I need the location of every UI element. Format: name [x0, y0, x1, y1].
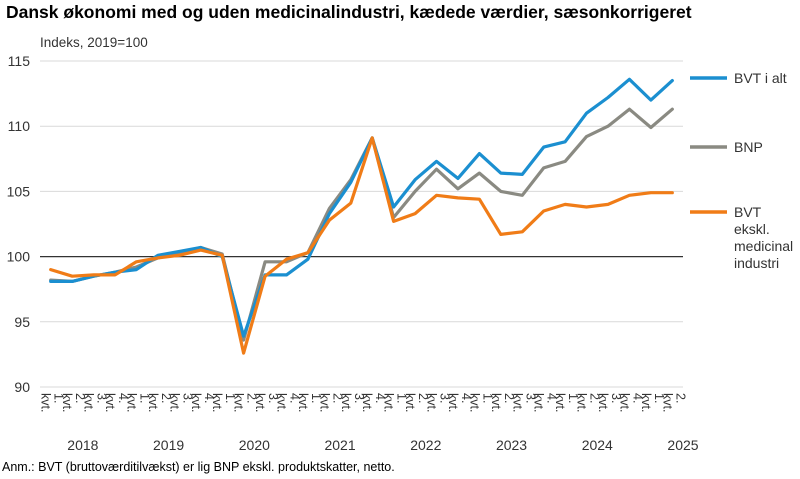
x-tick-label: kvt. — [617, 393, 631, 412]
legend-label-bvt_ex_pharma: ekskl. — [734, 221, 770, 237]
x-tick-label: 4. — [545, 393, 559, 403]
x-tick-label: kvt. — [232, 393, 246, 412]
x-tick-label: kvt. — [189, 393, 203, 412]
y-tick-label: 95 — [14, 314, 30, 330]
x-tick-label: kvt. — [146, 393, 160, 412]
x-tick-label: 1. — [480, 393, 494, 403]
x-tick-label: 4. — [459, 393, 473, 403]
x-tick-label: kvt. — [639, 393, 653, 412]
y-tick-label: 90 — [14, 379, 30, 395]
y-tick-label: 115 — [8, 53, 31, 69]
series-line-bvt_ex_pharma — [49, 136, 674, 355]
x-tick-label: kvt. — [60, 393, 74, 412]
x-year-label: 2025 — [667, 437, 698, 453]
x-year-label: 2019 — [153, 437, 184, 453]
legend-label-bvt_ex_pharma: medicinal — [734, 238, 793, 254]
x-tick-label: kvt. — [446, 393, 460, 412]
x-tick-label: kvt. — [532, 393, 546, 412]
y-tick-label: 100 — [7, 249, 31, 265]
x-tick-label: kvt. — [467, 393, 481, 412]
x-tick-label: kvt. — [425, 393, 439, 412]
x-year-label: 2022 — [410, 437, 441, 453]
x-axis: 1.kvt. 2.kvt. 3.kvt. 4.kvt. 1.kvt. 2.kvt. 3.kv… — [39, 393, 699, 453]
chart-title: Dansk økonomi med og uden medicinalindus… — [6, 2, 692, 22]
legend-label-bvt_ex_pharma: BVT — [734, 204, 762, 220]
x-tick-label: 3. — [180, 393, 194, 403]
x-tick-label: 4. — [373, 393, 387, 403]
y-axis-unit-label: Indeks, 2019=100 — [40, 35, 148, 50]
y-tick-label: 110 — [8, 118, 31, 134]
x-tick-label: kvt. — [253, 393, 267, 412]
x-year-label: 2021 — [324, 437, 355, 453]
x-year-label: 2023 — [496, 437, 527, 453]
x-tick-label: kvt. — [124, 393, 138, 412]
legend-label-bnp: BNP — [734, 139, 763, 155]
x-tick-label: 1. — [309, 393, 323, 403]
x-tick-label: 2. — [245, 393, 259, 403]
x-tick-label: kvt. — [103, 393, 117, 412]
x-tick-label: kvt. — [575, 393, 589, 412]
x-tick-label: 4. — [630, 393, 644, 403]
x-tick-label: kvt. — [382, 393, 396, 412]
x-tick-label: 4. — [116, 393, 130, 403]
y-axis: 90 95 100 105 110 115 — [7, 53, 31, 395]
x-tick-label: kvt. — [82, 393, 96, 412]
x-tick-label: 2. — [673, 393, 687, 403]
x-tick-label: 3. — [266, 393, 280, 403]
x-tick-label: kvt. — [167, 393, 181, 412]
x-tick-label: kvt. — [596, 393, 610, 412]
x-tick-label: kvt. — [274, 393, 288, 412]
x-tick-label: 2. — [416, 393, 430, 403]
x-tick-label: 4. — [202, 393, 216, 403]
x-tick-label: 3. — [438, 393, 452, 403]
series-lines — [49, 77, 674, 355]
y-tick-label: 105 — [7, 183, 31, 199]
x-tick-label: 2. — [330, 393, 344, 403]
x-tick-label: 1. — [652, 393, 666, 403]
x-tick-label: kvt. — [360, 393, 374, 412]
legend-label-bvt_ex_pharma: industri — [734, 255, 779, 271]
x-year-label: 2020 — [239, 437, 270, 453]
series-line-bnp — [49, 107, 674, 342]
x-year-label: 2018 — [67, 437, 98, 453]
x-tick-label: 2. — [588, 393, 602, 403]
x-tick-label: kvt. — [489, 393, 503, 412]
x-tick-label: kvt. — [339, 393, 353, 412]
x-tick-label: 2. — [502, 393, 516, 403]
x-tick-label: 3. — [523, 393, 537, 403]
x-tick-label: kvt. — [553, 393, 567, 412]
x-tick-label: kvt. — [660, 393, 674, 412]
x-tick-label: kvt. — [510, 393, 524, 412]
x-year-label: 2024 — [582, 437, 613, 453]
x-tick-label: kvt. — [210, 393, 224, 412]
x-tick-label: kvt. — [296, 393, 310, 412]
gridlines — [40, 60, 683, 388]
x-tick-label: 3. — [609, 393, 623, 403]
x-tick-label: kvt. — [39, 393, 53, 412]
footnote: Anm.: BVT (bruttoværditilvækst) er lig B… — [2, 460, 395, 474]
x-tick-label: 1. — [566, 393, 580, 403]
x-tick-label: 2. — [73, 393, 87, 403]
legend-label-bvt_total: BVT i alt — [734, 70, 787, 86]
x-tick-label: kvt. — [403, 393, 417, 412]
x-tick-label: 1. — [137, 393, 151, 403]
x-tick-label: 4. — [287, 393, 301, 403]
x-tick-label: 2. — [159, 393, 173, 403]
x-tick-label: 3. — [352, 393, 366, 403]
x-tick-label: 1. — [395, 393, 409, 403]
x-tick-label: 3. — [95, 393, 109, 403]
x-tick-label: 1. — [52, 393, 66, 403]
x-tick-label: 1. — [223, 393, 237, 403]
x-tick-label: kvt. — [317, 393, 331, 412]
